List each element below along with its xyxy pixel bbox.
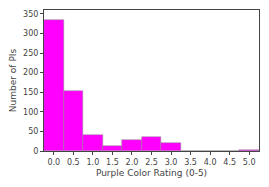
svg-text:350: 350 xyxy=(23,10,38,19)
svg-text:2.0: 2.0 xyxy=(126,158,139,167)
svg-text:100: 100 xyxy=(23,108,38,117)
svg-text:1.5: 1.5 xyxy=(106,158,119,167)
svg-text:300: 300 xyxy=(23,29,38,38)
svg-text:50: 50 xyxy=(28,127,38,136)
svg-text:0.5: 0.5 xyxy=(67,158,80,167)
svg-text:150: 150 xyxy=(23,88,38,97)
svg-text:1.0: 1.0 xyxy=(86,158,99,167)
svg-text:0: 0 xyxy=(33,147,38,156)
svg-text:5.0: 5.0 xyxy=(243,158,256,167)
svg-text:200: 200 xyxy=(23,68,38,77)
svg-text:3.5: 3.5 xyxy=(184,158,197,167)
svg-text:2.5: 2.5 xyxy=(145,158,158,167)
svg-text:0.0: 0.0 xyxy=(47,158,60,167)
svg-text:4.0: 4.0 xyxy=(204,158,217,167)
svg-text:Purple Color Rating (0-5): Purple Color Rating (0-5) xyxy=(96,168,207,178)
svg-text:250: 250 xyxy=(23,49,38,58)
svg-text:Number of PIs: Number of PIs xyxy=(8,49,18,113)
svg-text:4.5: 4.5 xyxy=(223,158,236,167)
svg-text:3.0: 3.0 xyxy=(165,158,178,167)
